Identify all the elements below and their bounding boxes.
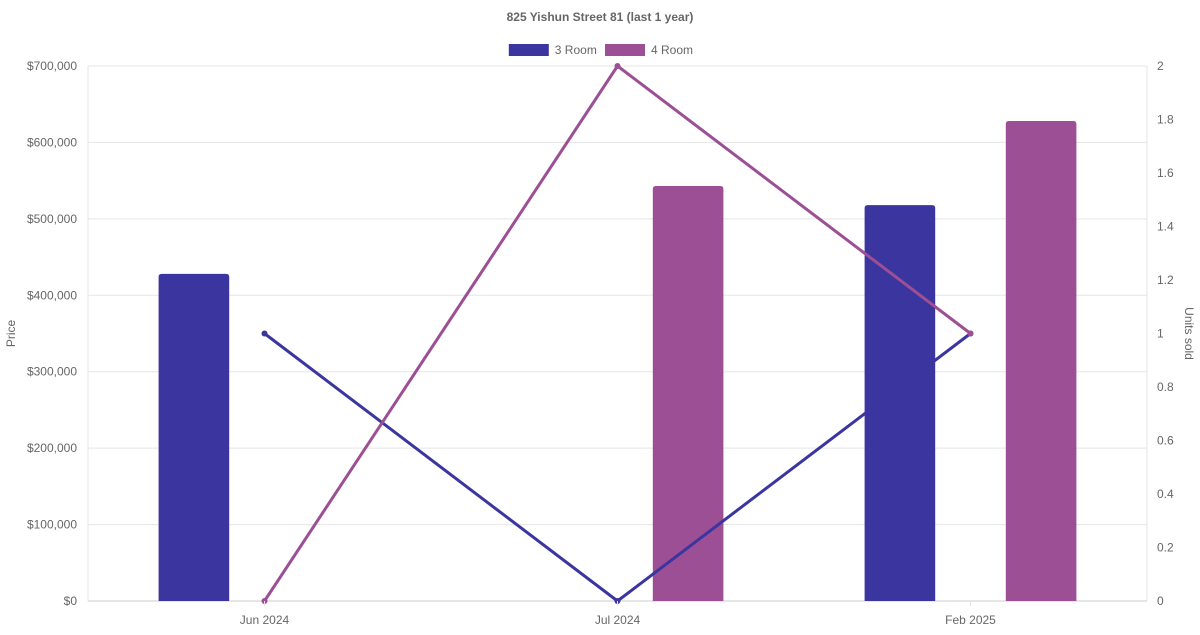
y-left-tick-label: $700,000	[27, 59, 77, 73]
y-left-tick-label: $300,000	[27, 365, 77, 379]
units-point	[967, 330, 974, 337]
x-tick-label: Feb 2025	[945, 613, 996, 627]
y-right-tick-label: 0	[1157, 594, 1164, 608]
x-tick-label: Jul 2024	[595, 613, 641, 627]
y-right-axis-title: Units sold	[1182, 307, 1196, 360]
grid-lines	[88, 65, 1147, 602]
price-bar	[652, 185, 724, 601]
y-left-tick-label: $600,000	[27, 135, 77, 149]
axes: $0 $100,000 $200,000 $300,000 $400,000 $500,0…	[4, 59, 1196, 627]
legend-swatch	[605, 44, 645, 56]
y-left-tick-label: $0	[64, 594, 78, 608]
price-bar	[1005, 121, 1077, 602]
chart-title: 825 Yishun Street 81 (last 1 year)	[507, 10, 694, 24]
y-right-tick-label: 1.8	[1157, 113, 1174, 127]
price-bar	[158, 273, 230, 601]
legend: 3 Room 4 Room	[508, 43, 693, 57]
y-left-tick-label: $100,000	[27, 518, 77, 532]
y-right-tick-label: 0.2	[1157, 541, 1174, 555]
y-left-tick-label: $500,000	[27, 212, 77, 226]
legend-label: 3 Room	[555, 43, 597, 57]
y-right-tick-label: 1	[1157, 327, 1164, 341]
y-right-tick-label: 0.8	[1157, 380, 1174, 394]
legend-label: 4 Room	[651, 43, 693, 57]
y-left-tick-label: $200,000	[27, 441, 77, 455]
y-right-tick-label: 2	[1157, 59, 1164, 73]
units-point	[614, 63, 621, 69]
x-tick-label: Jun 2024	[240, 613, 290, 627]
price-bars	[158, 121, 1077, 602]
legend-swatch	[508, 44, 549, 56]
y-left-axis-title: Price	[4, 320, 18, 348]
units-point	[261, 330, 268, 337]
y-right-tick-label: 0.4	[1157, 487, 1174, 501]
y-right-tick-label: 1.2	[1157, 273, 1174, 287]
y-left-tick-label: $400,000	[27, 288, 77, 302]
y-right-tick-label: 0.6	[1157, 434, 1174, 448]
y-right-tick-label: 1.6	[1157, 166, 1174, 180]
price-bar	[864, 205, 936, 601]
y-right-tick-label: 1.4	[1157, 220, 1174, 234]
